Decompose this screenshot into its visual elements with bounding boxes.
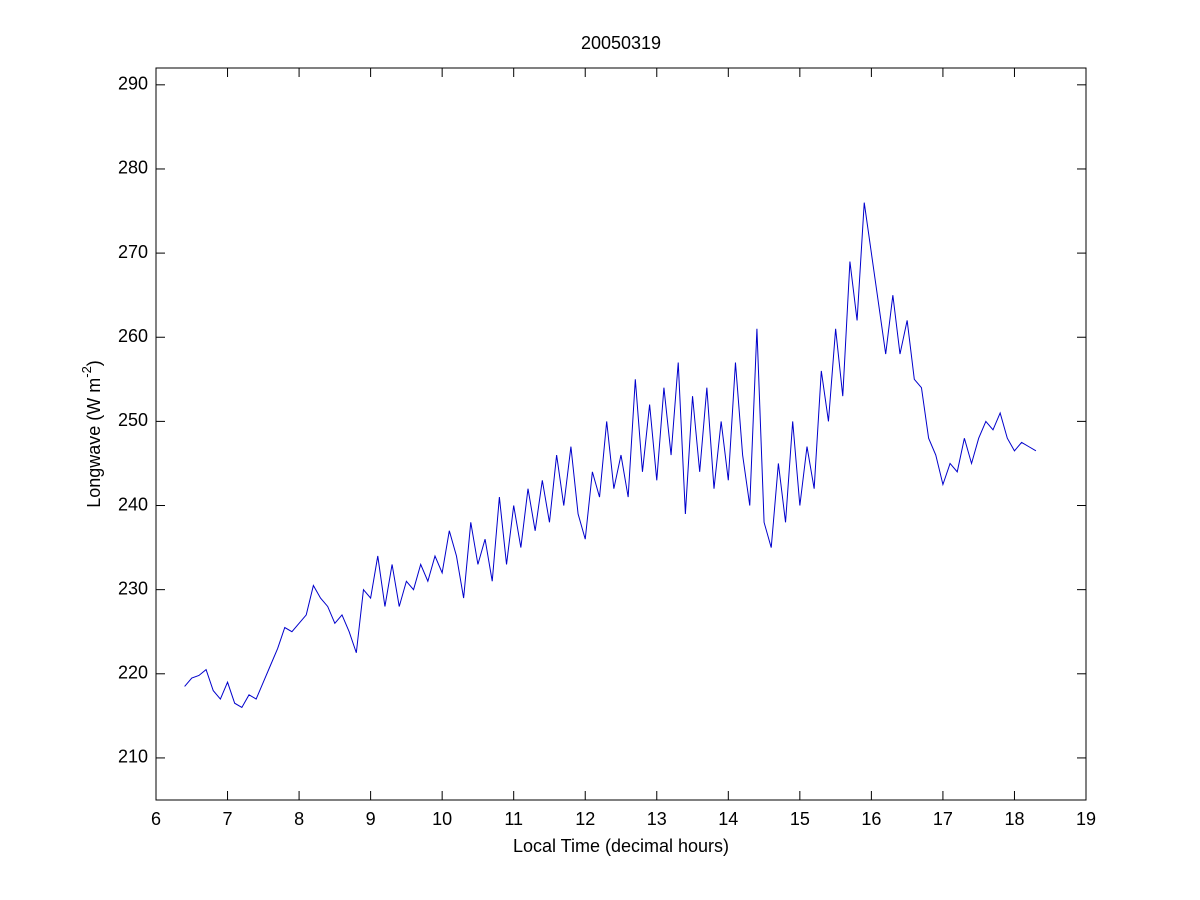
y-tick-label: 280 — [118, 158, 148, 178]
x-tick-label: 9 — [366, 809, 376, 829]
x-tick-label: 6 — [151, 809, 161, 829]
x-tick-label: 10 — [432, 809, 452, 829]
x-tick-label: 14 — [718, 809, 738, 829]
x-tick-label: 12 — [575, 809, 595, 829]
y-tick-label: 250 — [118, 410, 148, 430]
y-label-end: ) — [84, 360, 104, 366]
x-tick-label: 19 — [1076, 809, 1096, 829]
x-tick-label: 7 — [223, 809, 233, 829]
x-tick-label: 13 — [647, 809, 667, 829]
plot-area — [155, 67, 1087, 801]
x-tick-label: 16 — [861, 809, 881, 829]
data-line — [184, 202, 1037, 709]
y-tick-label: 210 — [118, 747, 148, 767]
x-tick-label: 17 — [933, 809, 953, 829]
x-axis-label: Local Time (decimal hours) — [513, 836, 729, 856]
y-tick-label: 230 — [118, 578, 148, 598]
y-axis-label: Longwave (W m-2) — [79, 360, 103, 508]
x-tick-label: 15 — [790, 809, 810, 829]
y-tick-label: 260 — [118, 326, 148, 346]
x-tick-label: 11 — [504, 809, 523, 829]
y-tick-label: 220 — [118, 663, 148, 683]
chart-title: 20050319 — [581, 33, 661, 53]
x-tick-label: 18 — [1004, 809, 1024, 829]
y-tick-label: 290 — [118, 74, 148, 94]
y-tick-label: 270 — [118, 242, 148, 262]
y-label-text: Longwave (W m — [84, 378, 104, 508]
y-label-sup: -2 — [79, 366, 94, 378]
x-tick-label: 8 — [294, 809, 304, 829]
y-tick-label: 240 — [118, 494, 148, 514]
